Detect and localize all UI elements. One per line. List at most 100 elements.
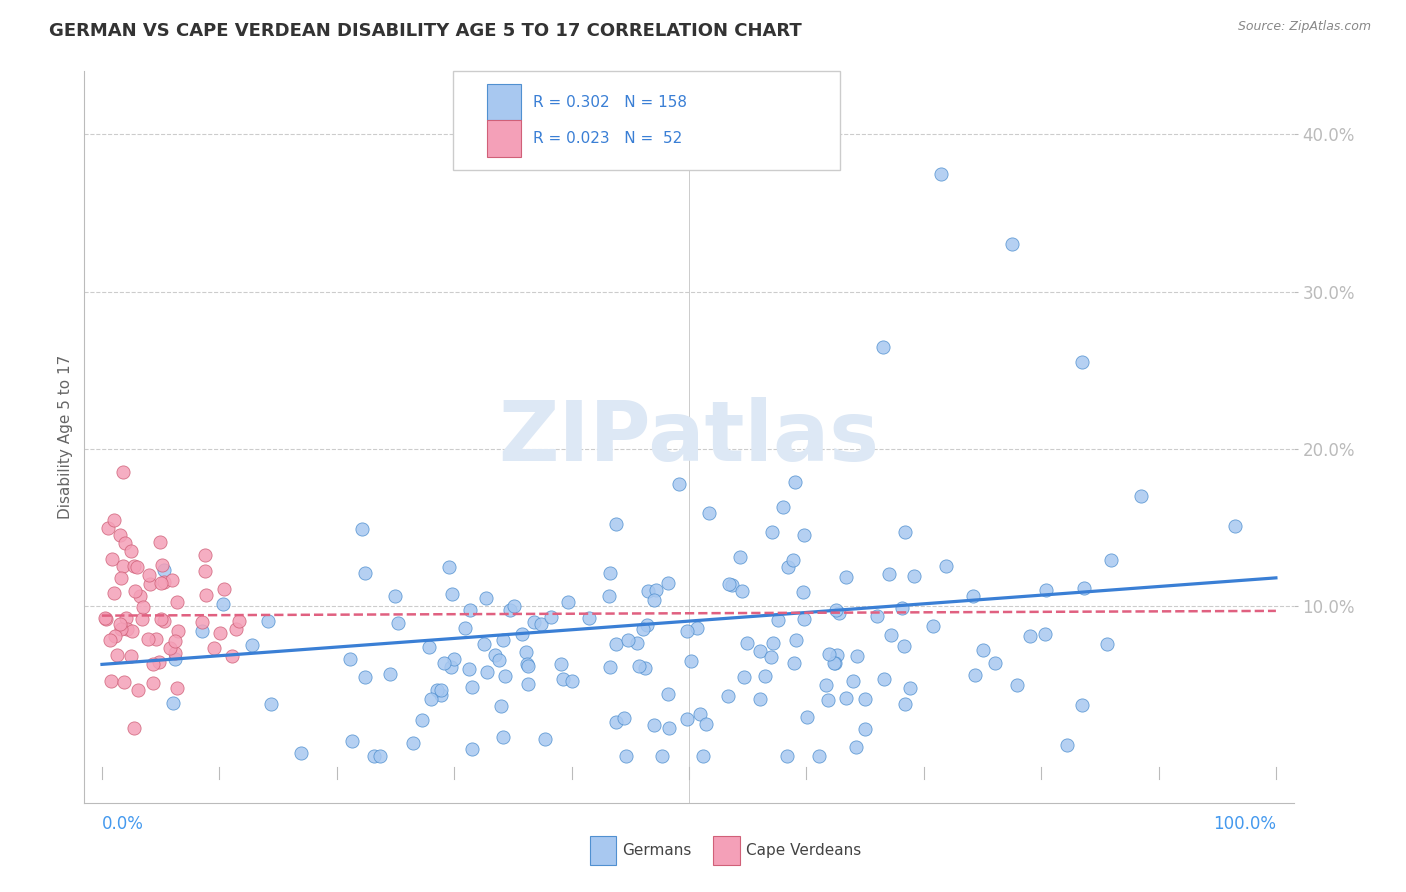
Point (458, 662, 481, 676)
Point (828, 606, 851, 620)
Point (489, 699, 512, 714)
Point (384, 589, 406, 603)
Point (257, 614, 280, 628)
Point (1035, 583, 1057, 598)
Point (617, 632, 640, 647)
Point (613, 711, 636, 725)
Point (853, 691, 876, 706)
Point (894, 697, 917, 711)
Point (845, 648, 868, 663)
Point (363, 748, 385, 763)
Point (540, 609, 562, 624)
Point (354, 566, 377, 580)
Point (194, 548, 217, 562)
Point (100, 632, 122, 647)
Point (605, 516, 627, 531)
Point (1071, 355, 1094, 369)
Point (717, 690, 740, 704)
Point (454, 620, 477, 634)
Point (762, 636, 785, 650)
Point (1073, 581, 1095, 595)
Text: Cape Verdeans: Cape Verdeans (745, 843, 860, 858)
Text: R = 0.302   N = 158: R = 0.302 N = 158 (533, 95, 688, 110)
Point (1001, 237, 1024, 252)
Point (517, 658, 540, 673)
Point (785, 475, 807, 489)
Point (686, 621, 709, 635)
Text: R = 0.023   N =  52: R = 0.023 N = 52 (533, 131, 682, 146)
Point (494, 669, 516, 683)
Point (163, 652, 186, 666)
Point (893, 639, 915, 653)
Point (681, 655, 703, 669)
Point (853, 723, 876, 737)
Point (112, 466, 135, 480)
Point (517, 677, 540, 691)
Point (772, 500, 794, 514)
Point (880, 628, 903, 642)
Point (845, 739, 868, 754)
Point (166, 624, 188, 638)
Point (104, 629, 127, 643)
Point (728, 550, 751, 565)
Point (110, 571, 132, 585)
Point (96, 612, 118, 626)
Point (212, 598, 235, 612)
Point (440, 587, 463, 601)
Point (614, 748, 637, 763)
Point (1095, 637, 1118, 651)
Point (645, 582, 668, 597)
Point (149, 575, 172, 590)
Point (124, 584, 146, 599)
Text: Source: ZipAtlas.com: Source: ZipAtlas.com (1237, 20, 1371, 33)
Point (1099, 553, 1122, 567)
Point (785, 633, 807, 648)
Point (776, 560, 799, 574)
Point (430, 682, 453, 697)
Point (368, 748, 391, 763)
Point (1033, 626, 1056, 640)
Point (460, 602, 482, 616)
Point (550, 657, 572, 671)
Point (228, 614, 250, 628)
Point (515, 645, 537, 659)
Point (378, 666, 401, 681)
Point (461, 681, 484, 695)
Point (474, 591, 496, 606)
Point (657, 687, 679, 701)
Point (260, 697, 283, 711)
Point (166, 681, 188, 696)
Point (124, 558, 146, 573)
Point (898, 681, 921, 695)
Bar (713, 836, 740, 865)
Point (823, 656, 845, 670)
Point (115, 622, 138, 636)
Point (658, 721, 681, 735)
Point (749, 644, 772, 658)
Point (1070, 698, 1092, 713)
Bar (486, 84, 520, 120)
Text: 0.0%: 0.0% (103, 815, 143, 833)
Point (922, 619, 945, 633)
Point (695, 717, 717, 731)
Point (1007, 677, 1029, 691)
Point (761, 525, 783, 540)
Point (129, 590, 152, 604)
Point (150, 558, 173, 573)
Point (142, 657, 165, 672)
Point (426, 683, 449, 698)
Point (561, 674, 583, 689)
Point (352, 522, 374, 536)
Point (903, 569, 925, 583)
Point (633, 622, 655, 636)
Point (534, 731, 557, 746)
Point (411, 713, 433, 727)
Point (162, 696, 184, 710)
Point (149, 534, 172, 549)
Point (488, 653, 510, 667)
Point (824, 656, 846, 670)
Point (1223, 518, 1246, 533)
Text: GERMAN VS CAPE VERDEAN DISABILITY AGE 5 TO 17 CORRELATION CHART: GERMAN VS CAPE VERDEAN DISABILITY AGE 5 … (49, 22, 801, 40)
Point (792, 585, 814, 599)
Point (110, 623, 132, 637)
